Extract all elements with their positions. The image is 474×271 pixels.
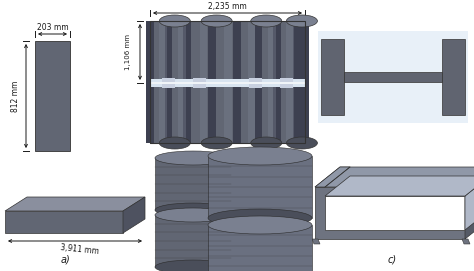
Polygon shape [183, 21, 191, 143]
Polygon shape [208, 225, 312, 271]
Polygon shape [318, 31, 468, 123]
Polygon shape [123, 197, 145, 233]
Text: c): c) [387, 254, 397, 264]
Ellipse shape [159, 137, 190, 149]
Polygon shape [325, 176, 474, 196]
Polygon shape [165, 21, 173, 143]
Polygon shape [150, 82, 305, 84]
Polygon shape [286, 21, 294, 143]
Polygon shape [247, 21, 255, 143]
Text: 203 mm: 203 mm [36, 24, 68, 33]
Polygon shape [280, 78, 292, 88]
Polygon shape [193, 78, 206, 88]
Text: b): b) [222, 254, 232, 264]
Polygon shape [200, 21, 207, 143]
Text: 2,235 mm: 2,235 mm [208, 2, 247, 11]
Ellipse shape [286, 15, 318, 27]
Ellipse shape [201, 137, 232, 149]
Bar [150, 21, 305, 143]
Polygon shape [5, 211, 123, 233]
Text: 3,911 mm: 3,911 mm [60, 244, 100, 256]
Ellipse shape [208, 216, 312, 234]
Polygon shape [462, 239, 470, 244]
Polygon shape [344, 72, 442, 82]
Polygon shape [178, 21, 186, 143]
Polygon shape [208, 21, 216, 143]
Polygon shape [321, 39, 344, 115]
Ellipse shape [155, 203, 231, 217]
Polygon shape [268, 21, 275, 143]
Polygon shape [35, 41, 70, 151]
Polygon shape [465, 176, 474, 230]
Polygon shape [155, 158, 231, 210]
Polygon shape [465, 167, 474, 239]
Ellipse shape [159, 15, 190, 27]
Polygon shape [150, 21, 305, 143]
Ellipse shape [208, 147, 312, 165]
Ellipse shape [155, 208, 231, 222]
Ellipse shape [208, 209, 312, 227]
Text: 812 mm: 812 mm [11, 80, 20, 112]
Polygon shape [315, 187, 465, 239]
Ellipse shape [155, 260, 231, 271]
Polygon shape [315, 167, 350, 187]
Ellipse shape [251, 15, 282, 27]
Text: 1,106 mm: 1,106 mm [125, 34, 131, 70]
Polygon shape [233, 21, 241, 143]
Polygon shape [208, 156, 312, 218]
Polygon shape [293, 21, 301, 143]
Polygon shape [146, 21, 154, 143]
Ellipse shape [201, 15, 232, 27]
Text: a): a) [60, 254, 70, 264]
Ellipse shape [155, 151, 231, 165]
Polygon shape [442, 39, 465, 115]
Polygon shape [315, 167, 474, 187]
Polygon shape [159, 21, 167, 143]
Polygon shape [163, 78, 175, 88]
Ellipse shape [251, 137, 282, 149]
Polygon shape [273, 21, 281, 143]
Polygon shape [5, 197, 145, 211]
Polygon shape [249, 78, 262, 88]
Polygon shape [255, 21, 263, 143]
Polygon shape [312, 239, 320, 244]
Ellipse shape [286, 137, 318, 149]
Polygon shape [155, 215, 231, 267]
Polygon shape [224, 21, 232, 143]
Polygon shape [150, 79, 305, 87]
Polygon shape [301, 21, 309, 143]
